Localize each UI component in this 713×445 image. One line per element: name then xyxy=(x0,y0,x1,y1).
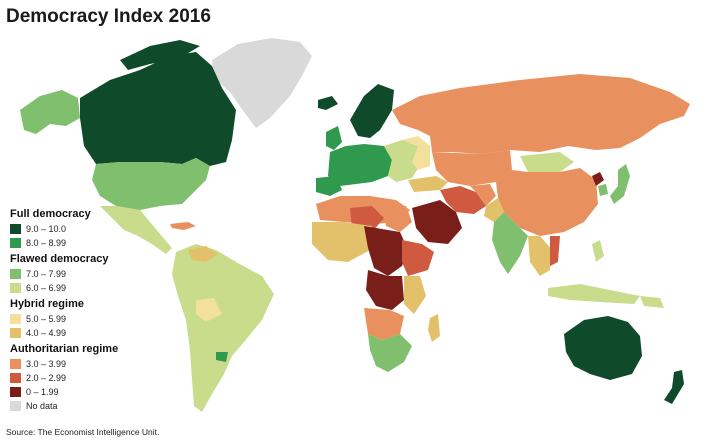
legend-group-flawed-democracy: Flawed democracy 7.0 – 7.99 6.0 – 6.99 xyxy=(10,253,150,294)
region-south-korea xyxy=(598,184,608,196)
region-belarus-ukraine xyxy=(402,136,430,170)
legend-item: 5.0 – 5.99 xyxy=(10,313,150,325)
region-se-asia xyxy=(528,236,552,276)
legend-item-no-data: No data xyxy=(10,400,150,412)
region-iceland xyxy=(318,96,338,110)
region-usa xyxy=(92,158,210,210)
region-new-zealand xyxy=(664,370,684,404)
legend-label: 6.0 – 6.99 xyxy=(26,283,67,293)
legend-swatch xyxy=(10,387,21,397)
region-central-africa xyxy=(366,270,404,310)
region-saudi-arabia xyxy=(412,200,462,244)
legend-label: 8.0 – 8.99 xyxy=(26,238,67,248)
region-russia xyxy=(392,74,690,154)
legend-item: 6.0 – 6.99 xyxy=(10,282,150,294)
region-iran xyxy=(440,186,486,214)
legend-heading: Flawed democracy xyxy=(10,253,109,265)
legend-swatch xyxy=(10,283,21,293)
region-iberia xyxy=(316,176,342,196)
legend-label: 0 – 1.99 xyxy=(26,387,59,397)
legend-item: 0 – 1.99 xyxy=(10,386,150,398)
region-arctic-islands xyxy=(120,40,200,70)
legend-label: 3.0 – 3.99 xyxy=(26,359,67,369)
region-greenland xyxy=(212,38,312,128)
legend-swatch xyxy=(10,269,21,279)
region-india xyxy=(492,212,528,274)
legend-label: 2.0 – 2.99 xyxy=(26,373,67,383)
legend-swatch xyxy=(10,373,21,383)
legend-heading: Hybrid regime xyxy=(10,298,84,310)
legend-label: 9.0 – 10.0 xyxy=(26,224,67,234)
legend-item: 9.0 – 10.0 xyxy=(10,223,150,235)
legend-item: 3.0 – 3.99 xyxy=(10,358,150,370)
legend-item: 4.0 – 4.99 xyxy=(10,327,150,339)
region-caribbean xyxy=(170,222,196,230)
map-legend: Full democracy 9.0 – 10.0 8.0 – 8.99 Fla… xyxy=(10,208,150,416)
source-note: Source: The Economist Intelligence Unit. xyxy=(6,427,160,437)
legend-heading: Authoritarian regime xyxy=(10,343,119,355)
region-indonesia xyxy=(548,284,640,304)
region-horn-of-africa xyxy=(402,240,434,276)
region-vietnam xyxy=(550,236,560,266)
region-pakistan xyxy=(484,198,504,222)
legend-label: No data xyxy=(26,401,58,411)
region-north-korea xyxy=(592,172,604,186)
legend-swatch xyxy=(10,314,21,324)
region-turkey xyxy=(408,176,448,192)
legend-item: 8.0 – 8.99 xyxy=(10,237,150,249)
legend-swatch xyxy=(10,328,21,338)
region-madagascar xyxy=(428,314,440,342)
region-scandinavia xyxy=(350,84,394,138)
region-china xyxy=(496,168,598,236)
region-alaska xyxy=(20,90,80,134)
legend-item: 7.0 – 7.99 xyxy=(10,268,150,280)
legend-group-full-democracy: Full democracy 9.0 – 10.0 8.0 – 8.99 xyxy=(10,208,150,249)
region-sudan-chad xyxy=(364,226,408,276)
legend-swatch xyxy=(10,224,21,234)
legend-label: 7.0 – 7.99 xyxy=(26,269,67,279)
region-central-asia xyxy=(432,150,512,186)
region-png xyxy=(640,296,664,308)
region-australia xyxy=(564,316,642,380)
region-angola xyxy=(364,308,404,340)
legend-group-authoritarian-regime: Authoritarian regime 3.0 – 3.99 2.0 – 2.… xyxy=(10,343,150,412)
region-south-america xyxy=(172,244,274,412)
legend-swatch xyxy=(10,359,21,369)
region-western-europe xyxy=(328,144,392,186)
region-egypt xyxy=(384,206,412,232)
region-mexico xyxy=(100,206,172,254)
region-southern-africa xyxy=(368,334,412,372)
legend-group-hybrid-regime: Hybrid regime 5.0 – 5.99 4.0 – 4.99 xyxy=(10,298,150,339)
legend-label: 4.0 – 4.99 xyxy=(26,328,67,338)
region-uk xyxy=(326,126,342,150)
region-mongolia xyxy=(520,152,574,172)
region-uruguay xyxy=(216,352,228,362)
legend-swatch xyxy=(10,238,21,248)
region-philippines xyxy=(592,240,604,262)
region-canada xyxy=(80,52,236,166)
legend-swatch xyxy=(10,401,21,411)
region-afghanistan xyxy=(470,184,496,206)
legend-item: 2.0 – 2.99 xyxy=(10,372,150,384)
region-bolivia xyxy=(196,298,222,322)
region-eastern-europe xyxy=(384,140,422,182)
page-title: Democracy Index 2016 xyxy=(6,6,211,27)
legend-label: 5.0 – 5.99 xyxy=(26,314,67,324)
region-japan xyxy=(610,164,630,204)
region-venezuela xyxy=(188,246,218,262)
region-west-africa xyxy=(312,222,372,262)
region-east-africa xyxy=(404,276,426,314)
legend-heading: Full democracy xyxy=(10,208,91,220)
